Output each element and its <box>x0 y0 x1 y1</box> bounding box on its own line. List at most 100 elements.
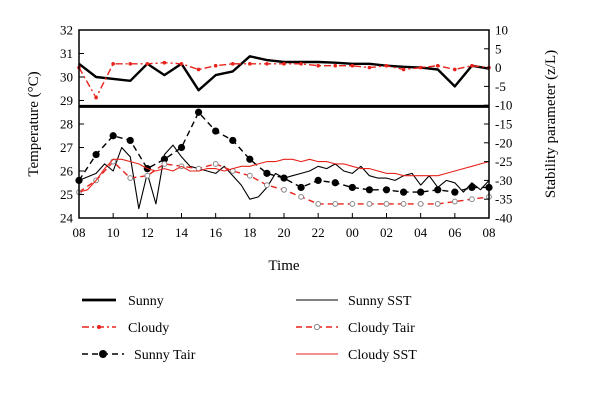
data-point <box>453 67 457 72</box>
legend-label: Cloudy Tair <box>348 321 415 336</box>
legend-marker <box>99 350 107 358</box>
data-point <box>299 62 303 66</box>
x-tick-label: 10 <box>107 225 120 240</box>
data-point <box>367 65 372 70</box>
data-point <box>212 127 220 135</box>
legend-item-cloudy: Cloudy <box>82 321 169 336</box>
y-right-tick-label: -15 <box>495 117 512 132</box>
data-point <box>434 201 441 207</box>
series-line <box>78 55 490 92</box>
y-right-tick-label: -5 <box>495 79 506 94</box>
data-point <box>281 186 287 193</box>
y-left-tick-label: 32 <box>60 23 73 38</box>
legend-item-cloudy-sst: Cloudy SST <box>296 348 417 363</box>
series-cloudy-tair <box>76 158 492 207</box>
x-tick-label: 06 <box>448 225 462 240</box>
data-point <box>297 183 305 192</box>
legend-label: Cloudy <box>128 321 169 336</box>
data-point <box>469 196 475 203</box>
series-line <box>78 158 490 193</box>
series-cloudy <box>77 60 491 100</box>
data-point <box>350 63 355 68</box>
legend: Sunny Cloudy Sunny Tair Sunny SST Cloudy Tai… <box>82 294 417 363</box>
data-point <box>451 198 458 205</box>
legend-item-sunny-sst: Sunny SST <box>296 294 412 309</box>
data-point <box>265 62 269 66</box>
series-cloudy-sst <box>78 158 490 193</box>
data-point <box>399 188 408 196</box>
data-point <box>282 62 286 66</box>
data-point <box>144 172 151 179</box>
x-axis-title: Time <box>268 258 299 274</box>
y-right-tick-label: -30 <box>495 173 512 188</box>
data-point <box>248 62 252 66</box>
series-line <box>78 160 490 205</box>
data-point <box>400 201 407 207</box>
data-point <box>365 186 374 194</box>
y-right-tick-label: -35 <box>495 192 512 207</box>
y-left-tick-label: 25 <box>60 187 73 202</box>
legend-item-sunny: Sunny <box>82 294 164 309</box>
data-point <box>179 62 184 66</box>
legend-label: Sunny <box>128 294 164 309</box>
y-left-tick-label: 27 <box>60 140 74 155</box>
series-layer <box>75 55 493 210</box>
legend-label: Sunny Tair <box>134 348 196 363</box>
y-right-tick-label: -25 <box>495 154 512 169</box>
y-right-tick-label: -10 <box>495 98 512 113</box>
data-point <box>161 161 168 167</box>
series-sunny <box>78 55 490 92</box>
data-point <box>212 161 219 167</box>
x-tick-label: 16 <box>209 225 223 240</box>
x-tick-label: 22 <box>312 225 325 240</box>
data-point <box>434 186 442 194</box>
data-point <box>468 183 476 192</box>
data-point <box>401 67 406 72</box>
y-left-tick-label: 31 <box>60 46 73 61</box>
x-tick-label: 14 <box>175 225 189 240</box>
legend-marker <box>97 325 101 329</box>
x-tick-label: 04 <box>414 225 428 240</box>
data-point <box>145 62 150 66</box>
y-right-tick-label: -20 <box>495 135 512 150</box>
data-point <box>194 108 203 116</box>
data-point <box>316 63 320 68</box>
x-tick-label: 00 <box>346 225 359 240</box>
data-point <box>331 179 339 187</box>
y-left-tick-label: 26 <box>60 164 74 179</box>
legend-marker <box>313 323 321 331</box>
data-point <box>127 175 134 181</box>
data-point <box>417 188 425 196</box>
y-right-tick-label: 0 <box>495 60 502 75</box>
data-point <box>418 65 423 70</box>
data-point <box>383 201 390 207</box>
y-right-tick-label: -40 <box>495 211 512 226</box>
data-point <box>435 63 440 68</box>
data-point <box>196 67 201 72</box>
y-axis-right-title: Stability parameter (z/L) <box>543 50 559 198</box>
data-point <box>246 155 254 163</box>
data-point <box>332 201 339 207</box>
series-sunny-sst <box>78 144 490 210</box>
data-point <box>109 132 117 140</box>
y-left-tick-label: 24 <box>60 211 74 226</box>
series-line <box>78 144 490 210</box>
data-point <box>229 136 237 145</box>
data-point <box>314 176 322 184</box>
data-point <box>177 143 186 152</box>
legend-label: Cloudy SST <box>348 348 417 363</box>
data-point <box>263 169 271 177</box>
legend-item-cloudy-tair: Cloudy Tair <box>296 321 415 336</box>
y-left-tick-label: 30 <box>60 70 73 85</box>
data-point <box>451 188 459 196</box>
data-point <box>366 201 373 207</box>
data-point <box>92 150 100 159</box>
x-tick-label: 12 <box>141 225 154 240</box>
data-point <box>94 95 98 100</box>
data-point <box>162 60 167 65</box>
y-right-tick-label: 10 <box>495 23 508 38</box>
y-right-tick-label: 5 <box>495 41 502 56</box>
data-point <box>128 62 133 66</box>
data-point <box>417 201 424 207</box>
